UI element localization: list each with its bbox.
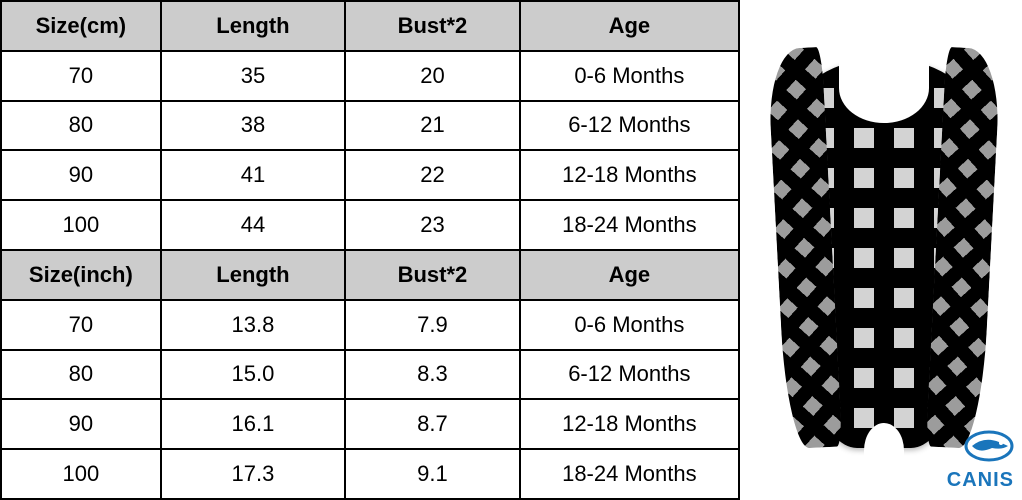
header-length-inch: Length bbox=[161, 250, 345, 300]
header-age-cm: Age bbox=[520, 1, 739, 51]
header-length-cm: Length bbox=[161, 1, 345, 51]
cell-bust: 7.9 bbox=[345, 300, 519, 350]
table-row: 80 38 21 6-12 Months bbox=[1, 101, 739, 151]
cell-age: 18-24 Months bbox=[520, 449, 739, 499]
brand-logo-icon bbox=[964, 428, 1014, 464]
cell-size: 70 bbox=[1, 300, 161, 350]
cell-length: 15.0 bbox=[161, 350, 345, 400]
size-chart-region: Size(cm) Length Bust*2 Age 70 35 20 0-6 … bbox=[0, 0, 740, 500]
header-bust-inch: Bust*2 bbox=[345, 250, 519, 300]
table-row: 70 35 20 0-6 Months bbox=[1, 51, 739, 101]
cell-length: 16.1 bbox=[161, 399, 345, 449]
cell-size: 100 bbox=[1, 449, 161, 499]
table-row: 90 41 22 12-18 Months bbox=[1, 150, 739, 200]
cell-age: 6-12 Months bbox=[520, 101, 739, 151]
brand-logo-text: CANIS bbox=[947, 469, 1014, 492]
cell-age: 12-18 Months bbox=[520, 399, 739, 449]
table-row: 80 15.0 8.3 6-12 Months bbox=[1, 350, 739, 400]
cell-size: 80 bbox=[1, 350, 161, 400]
cell-size: 70 bbox=[1, 51, 161, 101]
product-image-region: CANIS bbox=[740, 0, 1022, 500]
table-row: 100 17.3 9.1 18-24 Months bbox=[1, 449, 739, 499]
cell-length: 41 bbox=[161, 150, 345, 200]
cell-size: 80 bbox=[1, 101, 161, 151]
size-chart-table: Size(cm) Length Bust*2 Age 70 35 20 0-6 … bbox=[0, 0, 740, 500]
cell-size: 90 bbox=[1, 150, 161, 200]
cell-age: 0-6 Months bbox=[520, 300, 739, 350]
cell-length: 44 bbox=[161, 200, 345, 250]
cell-bust: 8.3 bbox=[345, 350, 519, 400]
cell-bust: 8.7 bbox=[345, 399, 519, 449]
cell-bust: 20 bbox=[345, 51, 519, 101]
cell-size: 100 bbox=[1, 200, 161, 250]
cell-age: 6-12 Months bbox=[520, 350, 739, 400]
header-row-cm: Size(cm) Length Bust*2 Age bbox=[1, 1, 739, 51]
cell-length: 13.8 bbox=[161, 300, 345, 350]
cell-length: 35 bbox=[161, 51, 345, 101]
product-garment bbox=[759, 33, 1009, 473]
table-row: 70 13.8 7.9 0-6 Months bbox=[1, 300, 739, 350]
header-size-inch: Size(inch) bbox=[1, 250, 161, 300]
header-bust-cm: Bust*2 bbox=[345, 1, 519, 51]
cell-age: 18-24 Months bbox=[520, 200, 739, 250]
brand-logo: CANIS bbox=[947, 428, 1014, 492]
header-row-inch: Size(inch) Length Bust*2 Age bbox=[1, 250, 739, 300]
cell-length: 17.3 bbox=[161, 449, 345, 499]
cell-age: 12-18 Months bbox=[520, 150, 739, 200]
cell-bust: 21 bbox=[345, 101, 519, 151]
cell-age: 0-6 Months bbox=[520, 51, 739, 101]
header-size-cm: Size(cm) bbox=[1, 1, 161, 51]
cell-bust: 23 bbox=[345, 200, 519, 250]
cell-length: 38 bbox=[161, 101, 345, 151]
table-row: 100 44 23 18-24 Months bbox=[1, 200, 739, 250]
table-row: 90 16.1 8.7 12-18 Months bbox=[1, 399, 739, 449]
garment-neckline bbox=[839, 53, 929, 123]
cell-size: 90 bbox=[1, 399, 161, 449]
header-age-inch: Age bbox=[520, 250, 739, 300]
cell-bust: 9.1 bbox=[345, 449, 519, 499]
garment-leg-gap bbox=[864, 423, 904, 478]
cell-bust: 22 bbox=[345, 150, 519, 200]
